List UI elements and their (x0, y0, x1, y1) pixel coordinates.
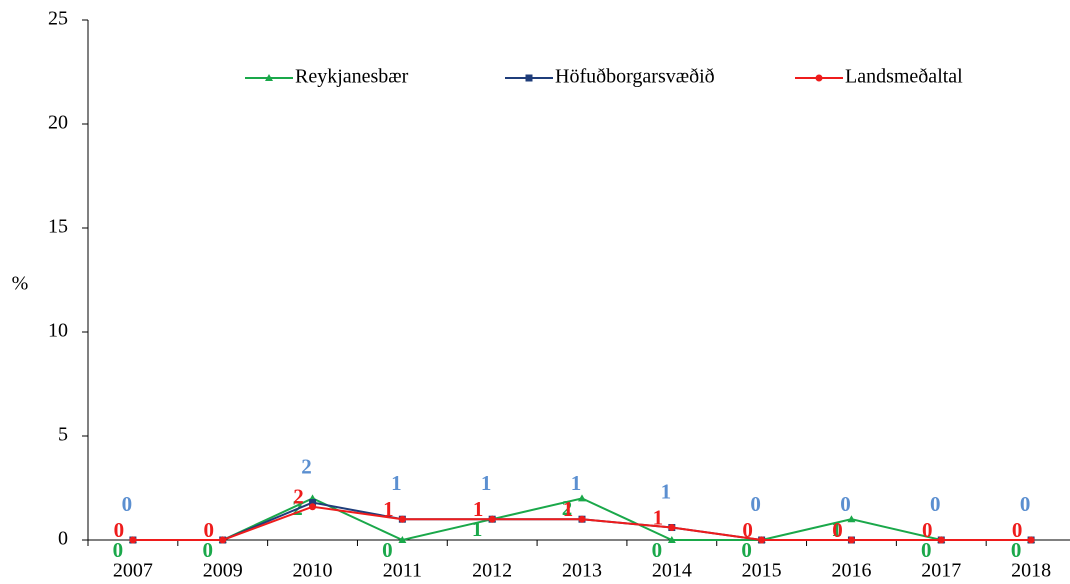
point (847, 515, 856, 523)
value-label: 0 (930, 492, 941, 516)
point (398, 515, 406, 523)
value-label: 1 (391, 471, 402, 495)
point (578, 494, 586, 502)
legend-label: Höfuðborgarsvæðið (555, 66, 715, 88)
value-label: 1 (383, 497, 394, 521)
y-tick-label: 5 (58, 424, 68, 446)
point (815, 74, 823, 82)
value-label: 0 (742, 518, 753, 542)
x-tick-label: 2014 (652, 560, 692, 582)
point (129, 536, 137, 544)
value-label: 0 (1020, 492, 1031, 516)
point (525, 74, 533, 82)
x-tick-label: 2013 (562, 560, 602, 582)
value-label: 2 (293, 485, 304, 509)
legend-label: Landsmeðaltal (845, 66, 963, 88)
value-label: 1 (831, 517, 842, 541)
point (1027, 536, 1035, 544)
x-tick-label: 2018 (1011, 560, 1051, 582)
value-label: 0 (921, 538, 932, 562)
value-label: 0 (113, 538, 124, 562)
value-label: 2 (562, 496, 573, 520)
value-label: 0 (922, 518, 933, 542)
value-label: 0 (202, 538, 213, 562)
point (219, 536, 227, 544)
value-label: 1 (481, 471, 492, 495)
point (265, 74, 273, 81)
value-label: 0 (114, 518, 125, 542)
point (668, 524, 676, 532)
point (578, 515, 586, 523)
x-tick-label: 2010 (293, 560, 333, 582)
point (488, 515, 496, 523)
y-tick-label: 25 (48, 8, 68, 30)
value-label: 1 (661, 479, 672, 503)
y-tick-label: 20 (48, 112, 68, 134)
value-label: 0 (1011, 538, 1022, 562)
series-line (132, 505, 1032, 541)
point (398, 536, 407, 543)
y-tick-label: 15 (48, 216, 68, 238)
point (667, 536, 676, 543)
value-label: 0 (832, 518, 843, 542)
y-tick-label: 10 (48, 320, 68, 342)
x-tick-label: 2015 (742, 560, 782, 582)
y-tick-label: 0 (58, 528, 68, 550)
point (758, 536, 766, 544)
value-label: 0 (840, 492, 851, 516)
point (309, 499, 317, 507)
x-tick-label: 2012 (472, 560, 512, 582)
value-label: 0 (1012, 518, 1023, 542)
legend-label: Reykjanesbær (295, 66, 409, 88)
value-label: 0 (652, 538, 663, 562)
value-label: 0 (750, 492, 761, 516)
value-label: 1 (473, 497, 484, 521)
value-label: 0 (122, 492, 133, 516)
x-tick-label: 2017 (921, 560, 961, 582)
y-axis-label: % (12, 273, 29, 295)
point (309, 503, 317, 511)
value-label: 1 (472, 517, 483, 541)
value-label: 0 (382, 538, 393, 562)
value-label: 1 (571, 471, 582, 495)
value-label: 1 (653, 505, 664, 529)
point (937, 536, 945, 544)
value-label: 0 (741, 538, 752, 562)
value-label: 2 (301, 454, 312, 478)
x-tick-label: 2009 (203, 560, 243, 582)
point (847, 536, 855, 544)
x-tick-label: 2011 (383, 560, 422, 582)
x-tick-label: 2016 (831, 560, 871, 582)
value-label: 1 (563, 497, 574, 521)
value-label: 0 (203, 518, 214, 542)
x-tick-label: 2007 (113, 560, 153, 582)
